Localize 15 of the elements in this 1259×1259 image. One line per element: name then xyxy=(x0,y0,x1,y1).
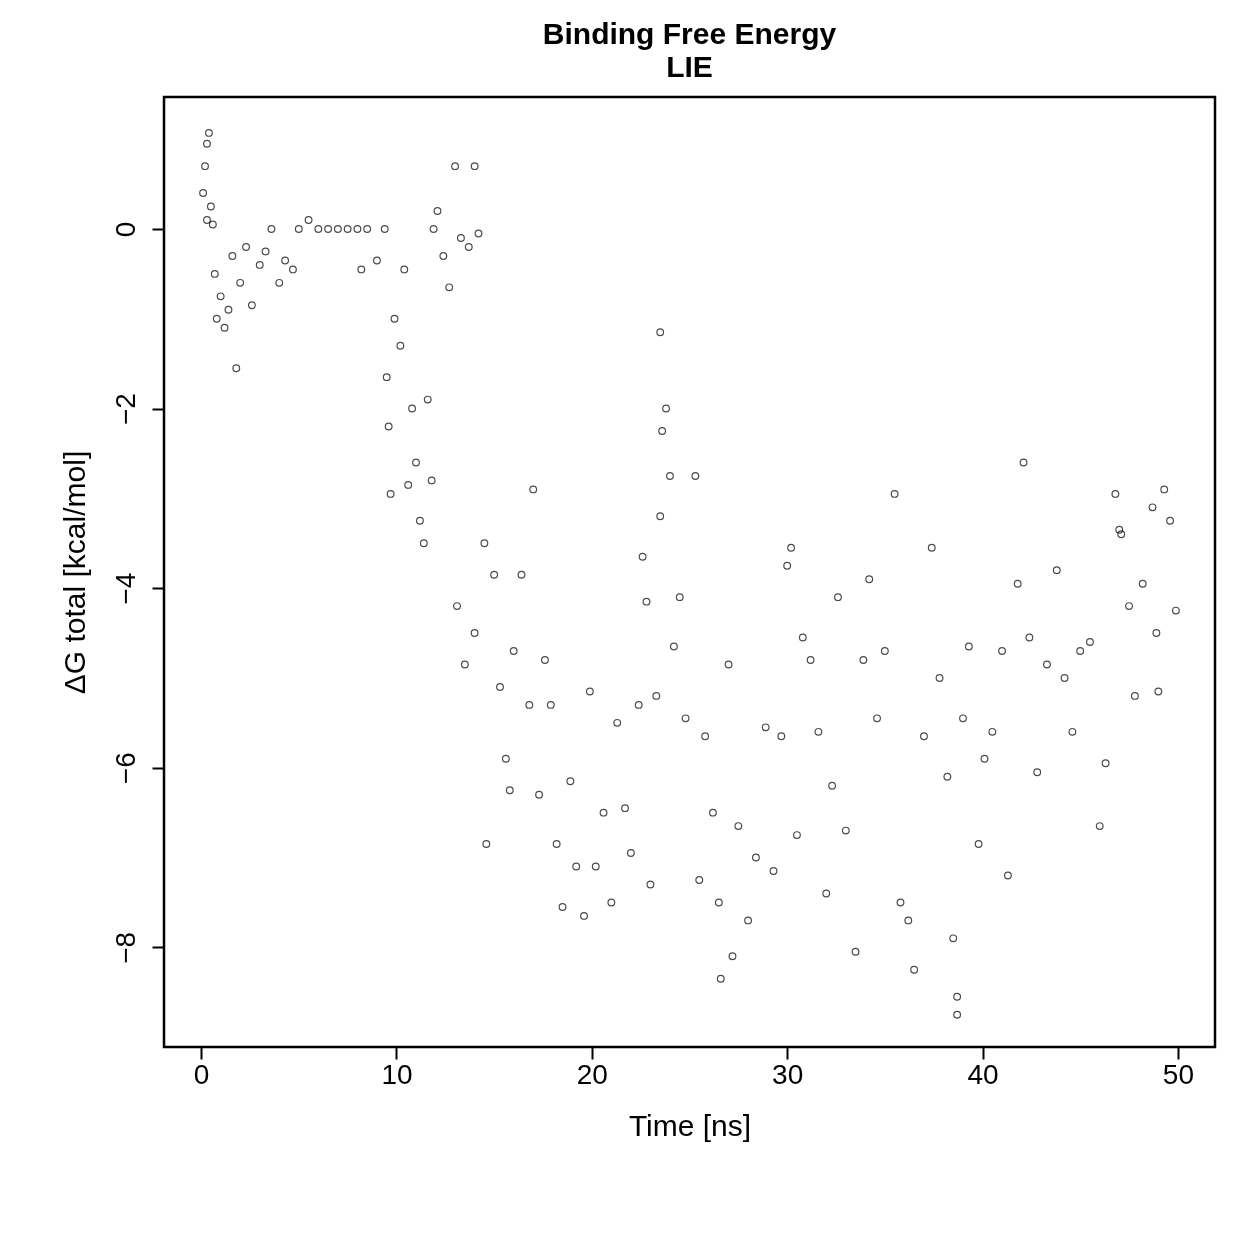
chart-title: Binding Free Energy xyxy=(542,17,837,50)
x-tick-label: 30 xyxy=(772,1058,804,1090)
x-tick-label: 20 xyxy=(576,1058,608,1090)
x-axis-title: Time [ns] xyxy=(628,1108,752,1142)
y-tick-label: 0 xyxy=(109,221,141,238)
x-tick-label: 40 xyxy=(967,1058,999,1090)
y-tick-label: −4 xyxy=(109,572,141,605)
y-tick-label: −6 xyxy=(109,752,141,785)
x-tick-label: 10 xyxy=(381,1058,413,1090)
chart-subtitle: LIE xyxy=(666,50,713,83)
x-tick-label: 0 xyxy=(193,1058,210,1090)
x-tick-label: 50 xyxy=(1162,1058,1194,1090)
y-tick-label: −2 xyxy=(109,393,141,426)
y-tick-label: −8 xyxy=(109,931,141,964)
y-axis-title: ΔG total [kcal/mol] xyxy=(57,450,91,695)
